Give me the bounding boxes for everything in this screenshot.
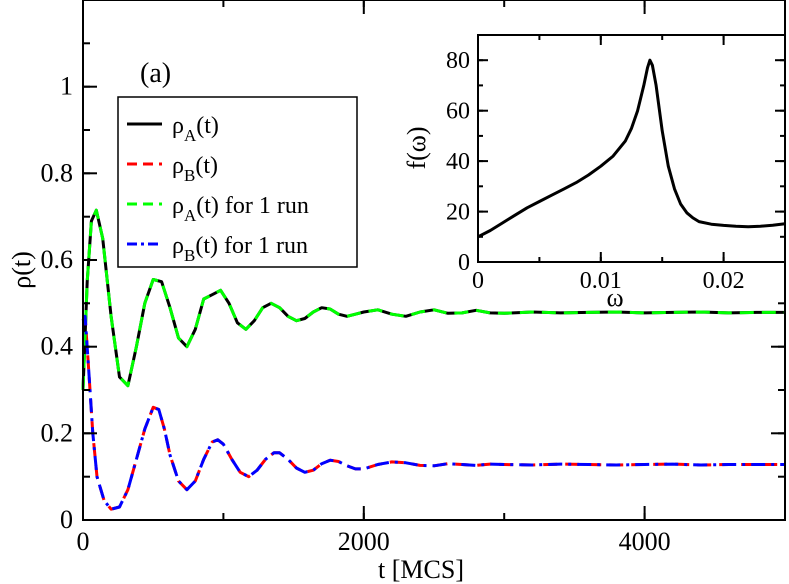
inset-series xyxy=(477,58,786,239)
main-y-tick-label: 0.2 xyxy=(41,418,74,447)
main-y-tick-label: 0 xyxy=(60,505,73,534)
legend: ρA(t) ρB(t) ρA(t) for 1 run ρB(t) for 1 run xyxy=(117,96,358,268)
inset-y-tick-label: 20 xyxy=(446,200,470,226)
legend-label-2: ρA(t) for 1 run xyxy=(172,193,309,225)
inset-background xyxy=(478,35,785,262)
main-axis-ticks xyxy=(82,0,786,521)
main-x-tick-label: 0 xyxy=(77,527,90,556)
legend-label-0: ρA(t) xyxy=(172,113,219,145)
legend-label-3: ρB(t) for 1 run xyxy=(172,233,308,265)
legend-label-1: ρB(t) xyxy=(172,153,218,185)
main-y-tick-label: 0.4 xyxy=(41,332,74,361)
inset-y-axis-label: f(ω) xyxy=(402,126,431,169)
main-y-tick-label: 0.6 xyxy=(41,245,74,274)
panel-label: (a) xyxy=(140,58,171,89)
main-series xyxy=(81,208,785,511)
legend-entries: ρA(t) ρB(t) ρA(t) for 1 run ρB(t) for 1 run xyxy=(127,113,309,265)
main-x-axis-label: t [MCS] xyxy=(378,555,464,584)
main-x-tick-label: 4000 xyxy=(619,527,671,556)
inset-x-axis-label: ω xyxy=(606,283,623,312)
inset-series-line-0 xyxy=(477,58,786,239)
inset-y-tick-label: 40 xyxy=(446,149,470,175)
inset-x-tick-label: 0.02 xyxy=(703,268,745,294)
main-y-tick-label: 0.8 xyxy=(41,158,74,187)
inset-plot: 0 0.01 0.02 0 20 40 60 80 ω f(ω) xyxy=(402,34,786,312)
main-y-tick-label: 1 xyxy=(60,72,73,101)
inset-axis-ticks xyxy=(477,34,786,263)
inset-x-tick-label: 0.01 xyxy=(580,268,622,294)
main-y-axis-label: ρ(t) xyxy=(7,251,36,289)
main-x-tick-label: 2000 xyxy=(338,527,390,556)
inset-x-tick-label: 0 xyxy=(472,268,484,294)
inset-plot-frame xyxy=(477,34,786,263)
inset-y-tick-label: 80 xyxy=(446,48,470,74)
inset-y-tick-label: 0 xyxy=(458,250,470,276)
inset-axis-tick-labels: 0 0.01 0.02 0 20 40 60 80 xyxy=(446,48,745,294)
main-series-line-3 xyxy=(81,314,785,511)
inset-y-tick-label: 60 xyxy=(446,99,470,125)
main-series-line-2 xyxy=(81,208,785,391)
